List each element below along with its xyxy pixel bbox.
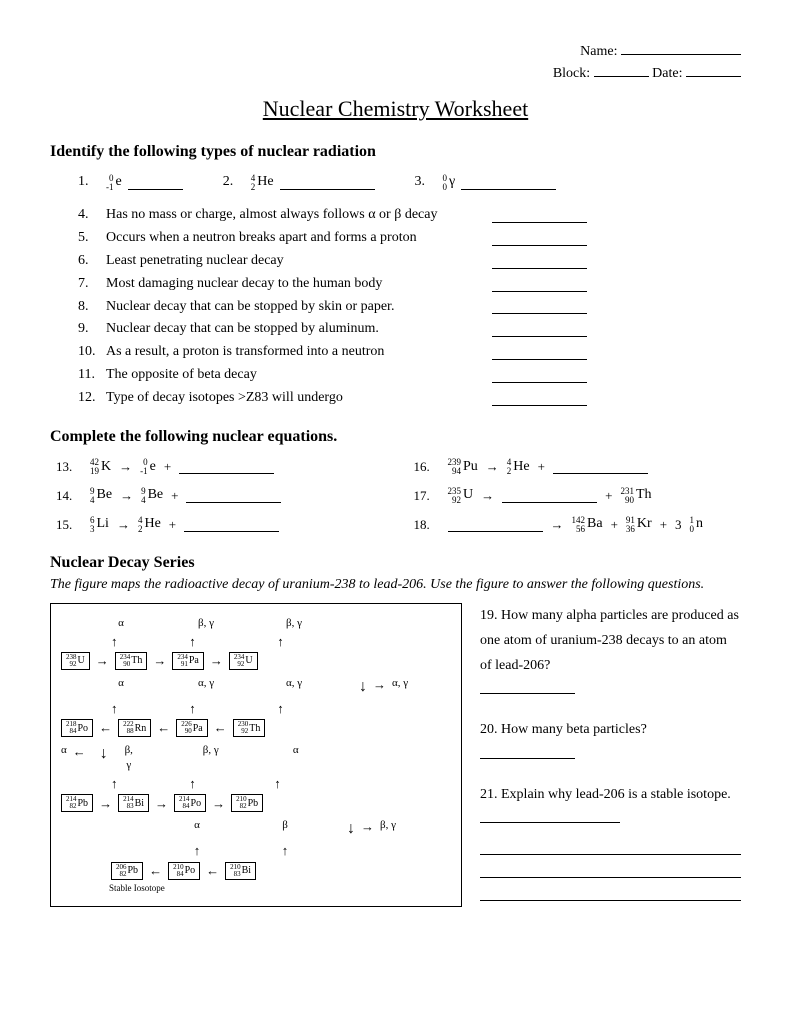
q1: 1. 0-1e <box>78 173 183 192</box>
questions-1-3: 1. 0-1e 2. 42He 3. 00γ <box>78 173 741 192</box>
eq18: 18. → 14256Ba + 9136Kr + 3 10n <box>414 515 742 534</box>
page-title: Nuclear Chemistry Worksheet <box>50 94 741 124</box>
header-fields: Name: Block: Date: <box>50 40 741 84</box>
q4: 4.Has no mass or charge, almost always f… <box>78 206 741 225</box>
date-label: Date: <box>652 66 682 81</box>
section3-intro: The figure maps the radioactive decay of… <box>50 576 741 595</box>
eq14-answer[interactable] <box>186 489 281 503</box>
q2-answer[interactable] <box>280 175 375 190</box>
q9-answer[interactable] <box>492 322 587 337</box>
q20: 20. How many beta particles? <box>480 717 741 767</box>
date-blank[interactable] <box>686 62 741 77</box>
q21-answer-4[interactable] <box>480 886 741 901</box>
q7-answer[interactable] <box>492 277 587 292</box>
section3-heading: Nuclear Decay Series <box>50 552 741 574</box>
eq13: 13. 4219K → 0-1e + <box>56 458 384 477</box>
q3: 3. 00γ <box>415 173 557 192</box>
block-label: Block: <box>553 66 590 81</box>
q6: 6.Least penetrating nuclear decay <box>78 252 741 271</box>
equations-grid: 13. 4219K → 0-1e + 16. 23994Pu → 42He + … <box>56 458 741 535</box>
block-blank[interactable] <box>594 62 649 77</box>
q6-answer[interactable] <box>492 254 587 269</box>
q21-answer-2[interactable] <box>480 840 741 855</box>
q3-answer[interactable] <box>461 175 556 190</box>
eq17: 17. 23592U → + 23190Th <box>414 486 742 505</box>
name-label: Name: <box>580 44 617 59</box>
stable-isotope-note: Stable Iosotope <box>109 882 451 894</box>
q5-answer[interactable] <box>492 231 587 246</box>
q2: 2. 42He <box>223 173 375 192</box>
q21-answer-1[interactable] <box>480 808 620 823</box>
q19: 19. How many alpha particles are produce… <box>480 603 741 704</box>
questions-4-12: 4.Has no mass or charge, almost always f… <box>50 206 741 408</box>
q20-answer[interactable] <box>480 744 575 759</box>
eq14: 14. 94Be → 94Be + <box>56 486 384 505</box>
q19-answer[interactable] <box>480 679 575 694</box>
q10-answer[interactable] <box>492 345 587 360</box>
eq15-answer[interactable] <box>184 518 279 532</box>
q21: 21. Explain why lead-206 is a stable iso… <box>480 782 741 901</box>
name-blank[interactable] <box>621 40 741 55</box>
eq13-answer[interactable] <box>179 460 274 474</box>
section2-heading: Complete the following nuclear equations… <box>50 426 741 448</box>
q11: 11.The opposite of beta decay <box>78 366 741 385</box>
q11-answer[interactable] <box>492 368 587 383</box>
eq17-answer[interactable] <box>502 489 597 503</box>
q1-answer[interactable] <box>128 175 183 190</box>
q5: 5.Occurs when a neutron breaks apart and… <box>78 229 741 248</box>
q21-answer-3[interactable] <box>480 863 741 878</box>
q4-answer[interactable] <box>492 208 587 223</box>
decay-questions: 19. How many alpha particles are produce… <box>480 603 741 916</box>
q8-answer[interactable] <box>492 299 587 314</box>
q12: 12.Type of decay isotopes >Z83 will unde… <box>78 389 741 408</box>
q10: 10.As a result, a proton is transformed … <box>78 343 741 362</box>
q9: 9.Nuclear decay that can be stopped by a… <box>78 320 741 339</box>
section1-heading: Identify the following types of nuclear … <box>50 141 741 163</box>
decay-series-figure: α β, γ β, γ ↑ ↑ ↑ 23892U → 23490Th → 234… <box>50 603 462 907</box>
q7: 7.Most damaging nuclear decay to the hum… <box>78 275 741 294</box>
eq16: 16. 23994Pu → 42He + <box>414 458 742 477</box>
eq15: 15. 63Li → 42He + <box>56 515 384 534</box>
eq16-answer[interactable] <box>553 460 648 474</box>
eq18-answer[interactable] <box>448 518 543 532</box>
q12-answer[interactable] <box>492 391 587 406</box>
q8: 8.Nuclear decay that can be stopped by s… <box>78 298 741 317</box>
